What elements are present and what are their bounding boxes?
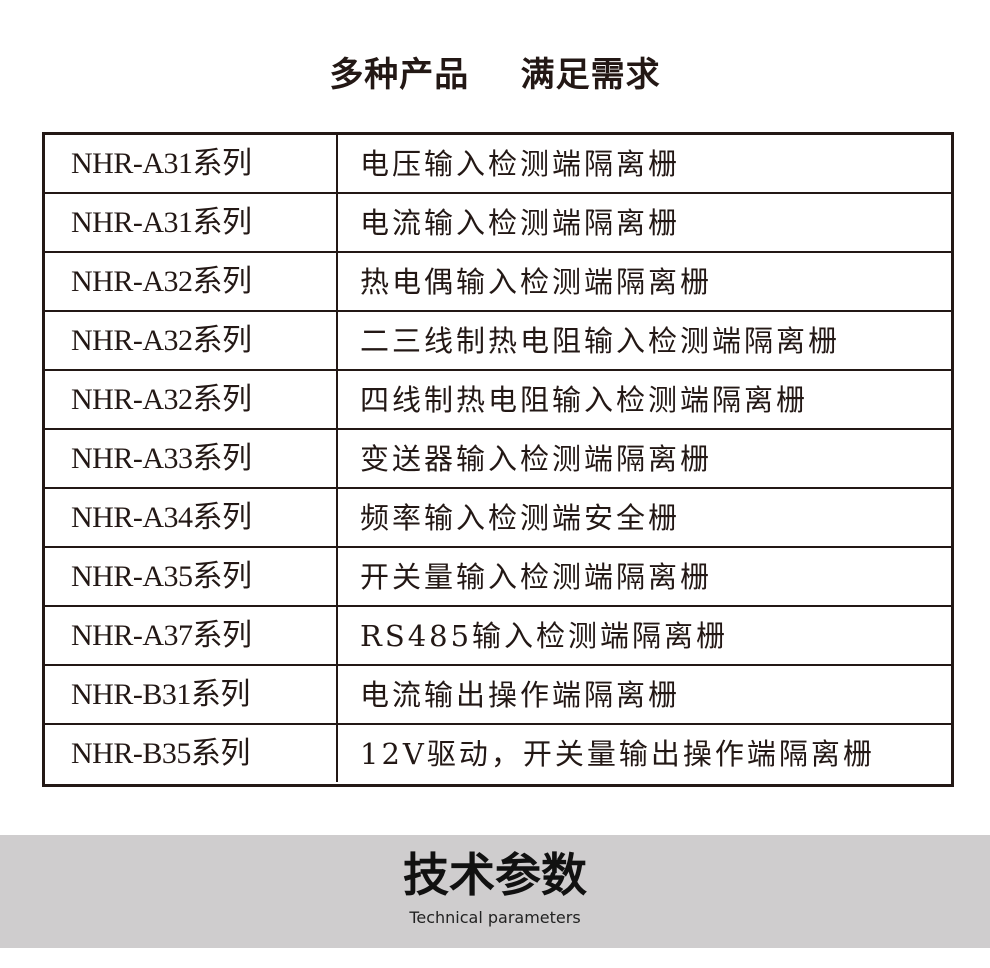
description-cell: 四线制热电阻输入检测端隔离栅 xyxy=(360,382,809,417)
table-row: NHR-A31系列 电流输入检测端隔离栅 xyxy=(45,194,951,253)
description-cell: 变送器输入检测端隔离栅 xyxy=(360,441,713,476)
product-table: NHR-A31系列 电压输入检测端隔离栅 NHR-A31系列 电流输入检测端隔离栅 NH… xyxy=(42,132,954,787)
description-cell: 电流输入检测端隔离栅 xyxy=(360,205,681,240)
section-subtitle: Technical parameters xyxy=(409,908,581,927)
table-row: NHR-A32系列 热电偶输入检测端隔离栅 xyxy=(45,253,951,312)
section-banner: 技术参数 Technical parameters xyxy=(0,835,990,948)
series-cell: NHR-A32系列 xyxy=(45,312,338,369)
series-cell: NHR-A31系列 xyxy=(45,135,338,192)
table-row: NHR-B35系列 12V驱动，开关量输出操作端隔离栅 xyxy=(45,725,951,782)
table-row: NHR-A32系列 二三线制热电阻输入检测端隔离栅 xyxy=(45,312,951,371)
table-row: NHR-A37系列 RS485输入检测端隔离栅 xyxy=(45,607,951,666)
description-cell: RS485输入检测端隔离栅 xyxy=(360,618,729,653)
series-cell: NHR-A33系列 xyxy=(45,430,338,487)
description-cell: 开关量输入检测端隔离栅 xyxy=(360,559,713,594)
description-cell: 电流输出操作端隔离栅 xyxy=(360,677,681,712)
series-cell: NHR-B31系列 xyxy=(45,666,338,723)
table-row: NHR-A34系列 频率输入检测端安全栅 xyxy=(45,489,951,548)
description-cell: 12V驱动，开关量输出操作端隔离栅 xyxy=(360,736,875,771)
series-cell: NHR-A31系列 xyxy=(45,194,338,251)
table-row: NHR-A32系列 四线制热电阻输入检测端隔离栅 xyxy=(45,371,951,430)
section-title: 技术参数 xyxy=(403,848,587,902)
table-row: NHR-A33系列 变送器输入检测端隔离栅 xyxy=(45,430,951,489)
series-cell: NHR-A32系列 xyxy=(45,253,338,310)
table-row: NHR-A35系列 开关量输入检测端隔离栅 xyxy=(45,548,951,607)
series-cell: NHR-A32系列 xyxy=(45,371,338,428)
series-cell: NHR-A34系列 xyxy=(45,489,338,546)
description-cell: 二三线制热电阻输入检测端隔离栅 xyxy=(360,323,841,358)
series-cell: NHR-A35系列 xyxy=(45,548,338,605)
series-cell: NHR-A37系列 xyxy=(45,607,338,664)
series-cell: NHR-B35系列 xyxy=(45,725,338,782)
description-cell: 频率输入检测端安全栅 xyxy=(360,500,681,535)
table-row: NHR-A31系列 电压输入检测端隔离栅 xyxy=(45,135,951,194)
page-title: 多种产品 满足需求 xyxy=(329,55,661,95)
description-cell: 电压输入检测端隔离栅 xyxy=(360,146,681,181)
table-row: NHR-B31系列 电流输出操作端隔离栅 xyxy=(45,666,951,725)
description-cell: 热电偶输入检测端隔离栅 xyxy=(360,264,713,299)
